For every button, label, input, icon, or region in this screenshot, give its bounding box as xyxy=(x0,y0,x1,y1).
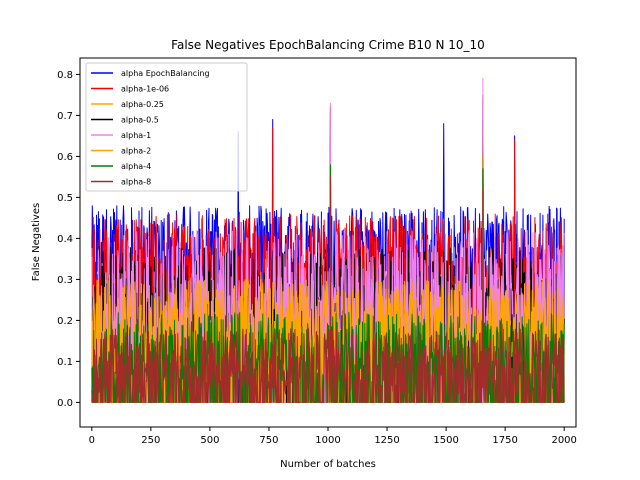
x-tick-label: 1000 xyxy=(315,435,340,446)
legend-label: alpha-2 xyxy=(121,147,151,156)
legend-label: alpha-0.5 xyxy=(121,116,159,125)
y-tick-label: 0.1 xyxy=(57,357,73,368)
y-tick-label: 0.8 xyxy=(57,70,73,81)
x-tick-label: 0 xyxy=(89,435,95,446)
y-tick-label: 0.0 xyxy=(57,398,73,409)
legend-label: alpha EpochBalancing xyxy=(121,69,210,78)
legend-label: alpha-8 xyxy=(121,178,151,187)
legend: alpha EpochBalancing alpha-1e-06 alpha-0.2… xyxy=(85,62,248,192)
y-tick-label: 0.5 xyxy=(57,193,73,204)
chart-title: False Negatives EpochBalancing Crime B10… xyxy=(171,38,485,52)
y-axis-label: False Negatives xyxy=(31,203,42,281)
legend-box xyxy=(85,62,248,192)
y-tick-label: 0.3 xyxy=(57,275,73,286)
x-tick-label: 1250 xyxy=(374,435,399,446)
series-line-0 xyxy=(91,94,565,403)
x-axis-label: Number of batches xyxy=(280,459,376,470)
y-tick-label: 0.6 xyxy=(57,152,73,163)
x-tick-label: 750 xyxy=(259,435,278,446)
legend-label: alpha-4 xyxy=(121,162,151,171)
y-tick-label: 0.4 xyxy=(57,234,73,245)
legend-label: alpha-1e-06 xyxy=(121,85,169,94)
legend-label: alpha-1 xyxy=(121,131,151,140)
x-tick-label: 500 xyxy=(200,435,219,446)
x-tick-label: 250 xyxy=(141,435,160,446)
series-line-7 xyxy=(91,176,565,403)
legend-label: alpha-0.25 xyxy=(121,100,164,109)
series-layer xyxy=(91,78,565,403)
x-tick-label: 1500 xyxy=(433,435,458,446)
y-tick-label: 0.2 xyxy=(57,316,73,327)
x-tick-label: 1750 xyxy=(492,435,517,446)
y-axis: 0.0 0.1 0.2 0.3 0.4 0.5 0.6 0.7 0.8 xyxy=(57,70,80,409)
x-tick-label: 2000 xyxy=(551,435,576,446)
x-axis: 0 250 500 750 1000 1250 1500 1750 2000 xyxy=(89,427,577,446)
y-tick-label: 0.7 xyxy=(57,111,73,122)
